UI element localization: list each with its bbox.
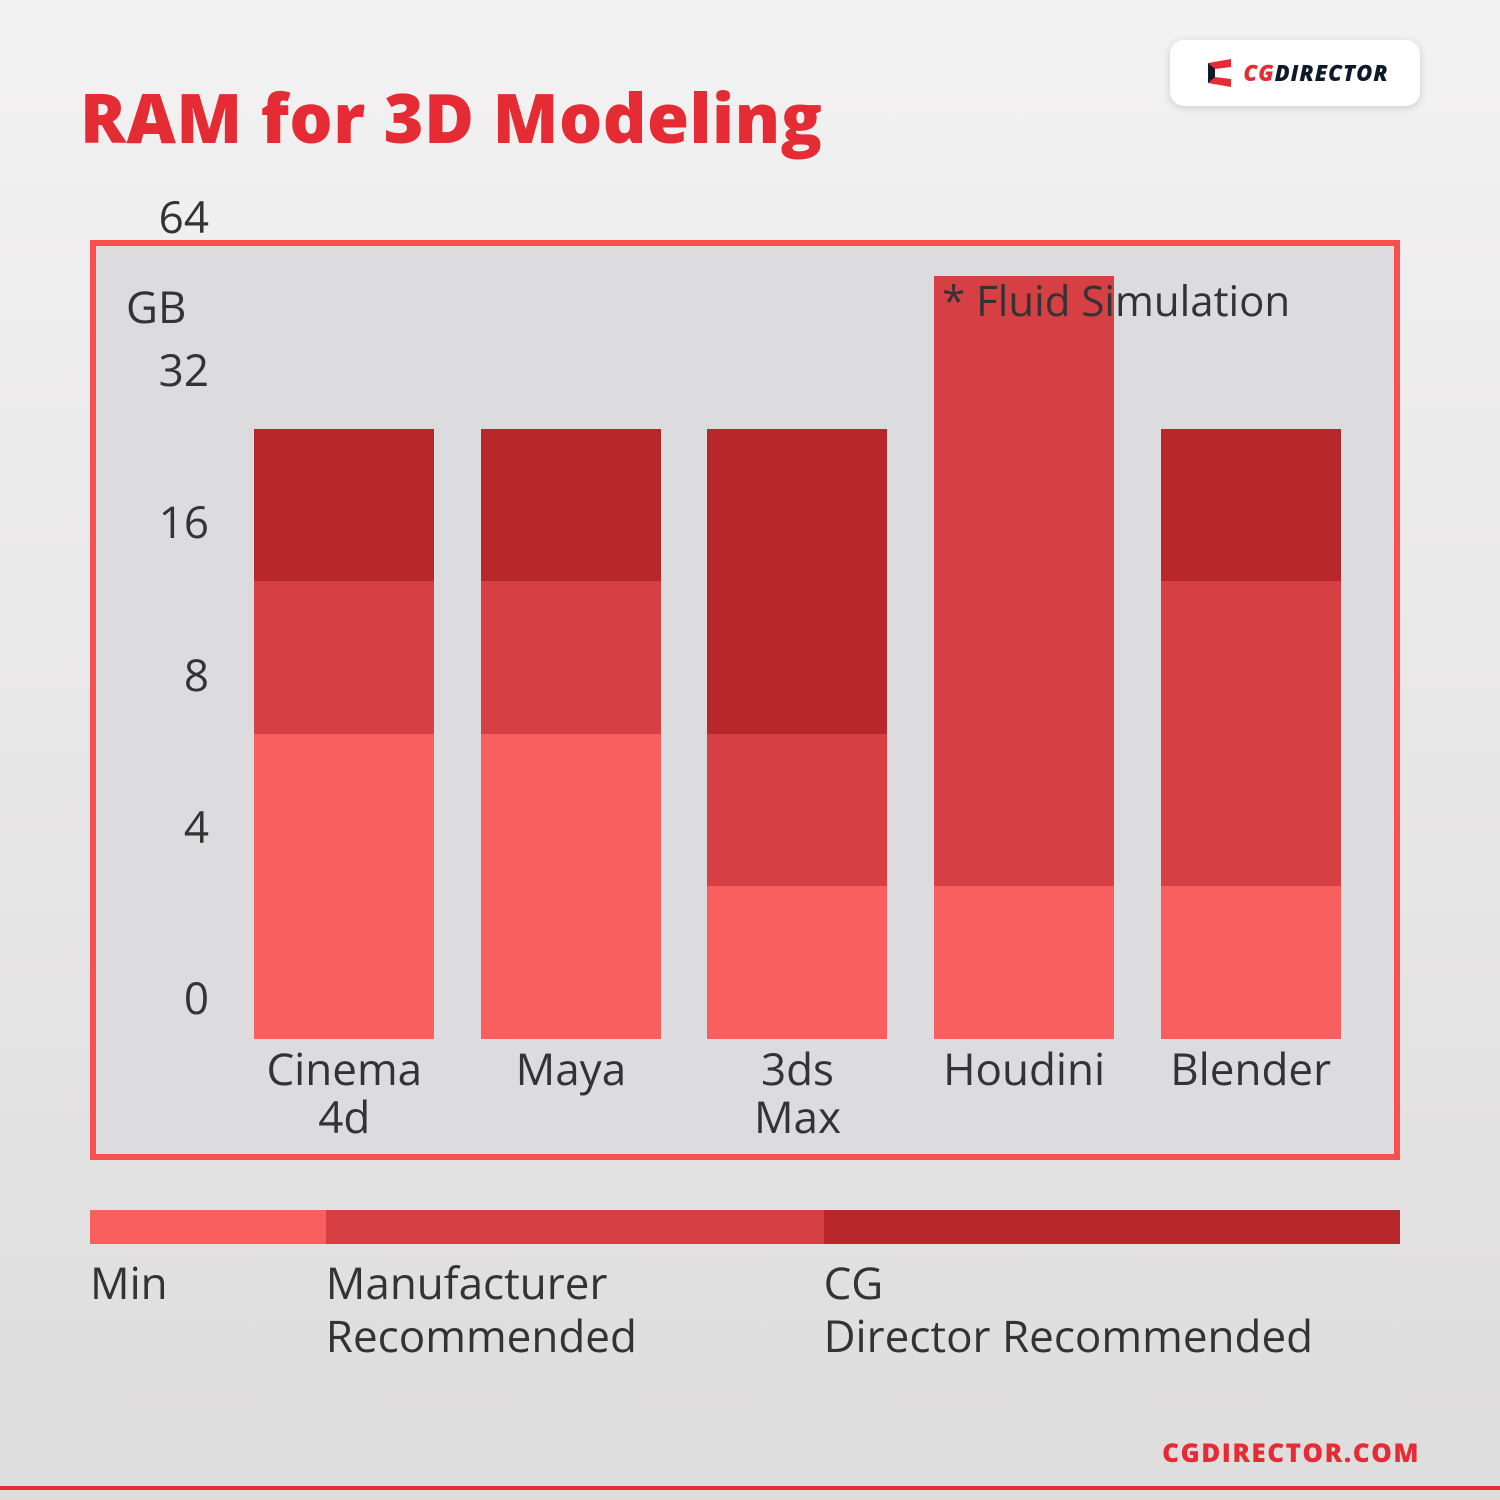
chart-plot-area: * Fluid Simulation 048163264 <box>231 276 1364 1039</box>
bar-segment <box>481 734 661 1039</box>
footer-url: CGDIRECTOR.COM <box>1162 1434 1420 1470</box>
legend-label: Min <box>90 1250 326 1362</box>
legend-swatch <box>90 1210 326 1244</box>
x-axis-label: Houdini <box>924 1044 1124 1144</box>
bar-segment <box>707 886 887 1039</box>
x-axis-label: Cinema4d <box>244 1044 444 1144</box>
legend-label: ManufacturerRecommended <box>326 1250 824 1362</box>
x-axis-label: Blender <box>1151 1044 1351 1144</box>
y-axis-label: GB <box>126 276 186 336</box>
y-tick: 4 <box>109 796 209 856</box>
bar-segment <box>254 734 434 1039</box>
legend-labels: MinManufacturerRecommendedCGDirector Rec… <box>90 1250 1400 1362</box>
brand-logo-text-director: DIRECTOR <box>1275 58 1389 88</box>
brand-logo-text: CGDIRECTOR <box>1243 58 1388 88</box>
page-title: RAM for 3D Modeling <box>80 70 822 163</box>
legend-label: CGDirector Recommended <box>824 1250 1400 1362</box>
y-tick: 64 <box>109 186 209 246</box>
legend-swatch <box>326 1210 824 1244</box>
x-axis-label: 3dsMax <box>697 1044 897 1144</box>
bar <box>1161 276 1341 1039</box>
y-tick: 32 <box>109 339 209 399</box>
brand-logo: CGDIRECTOR <box>1170 40 1420 106</box>
chart-bars: * Fluid Simulation <box>231 276 1364 1039</box>
y-tick: 8 <box>109 644 209 704</box>
bar <box>481 276 661 1039</box>
chart-x-labels: Cinema4d Maya 3dsMax Houdini Blender <box>231 1044 1364 1144</box>
legend-swatch <box>824 1210 1400 1244</box>
bar: * Fluid Simulation <box>934 276 1114 1039</box>
legend-color-bar <box>90 1210 1400 1244</box>
bar <box>707 276 887 1039</box>
bar-segment <box>1161 886 1341 1039</box>
bar <box>254 276 434 1039</box>
brand-logo-mark <box>1201 55 1235 91</box>
x-axis-label: Maya <box>471 1044 671 1144</box>
infographic-page: RAM for 3D Modeling CGDIRECTOR GB * Flui… <box>0 0 1500 1500</box>
bar-segment <box>934 886 1114 1039</box>
y-tick: 16 <box>109 491 209 551</box>
y-tick: 0 <box>109 967 209 1027</box>
footer-rule <box>0 1486 1500 1490</box>
brand-logo-text-cg: CG <box>1243 58 1274 88</box>
chart-container: GB * Fluid Simulation 048163264 Cinema4d… <box>90 240 1400 1160</box>
